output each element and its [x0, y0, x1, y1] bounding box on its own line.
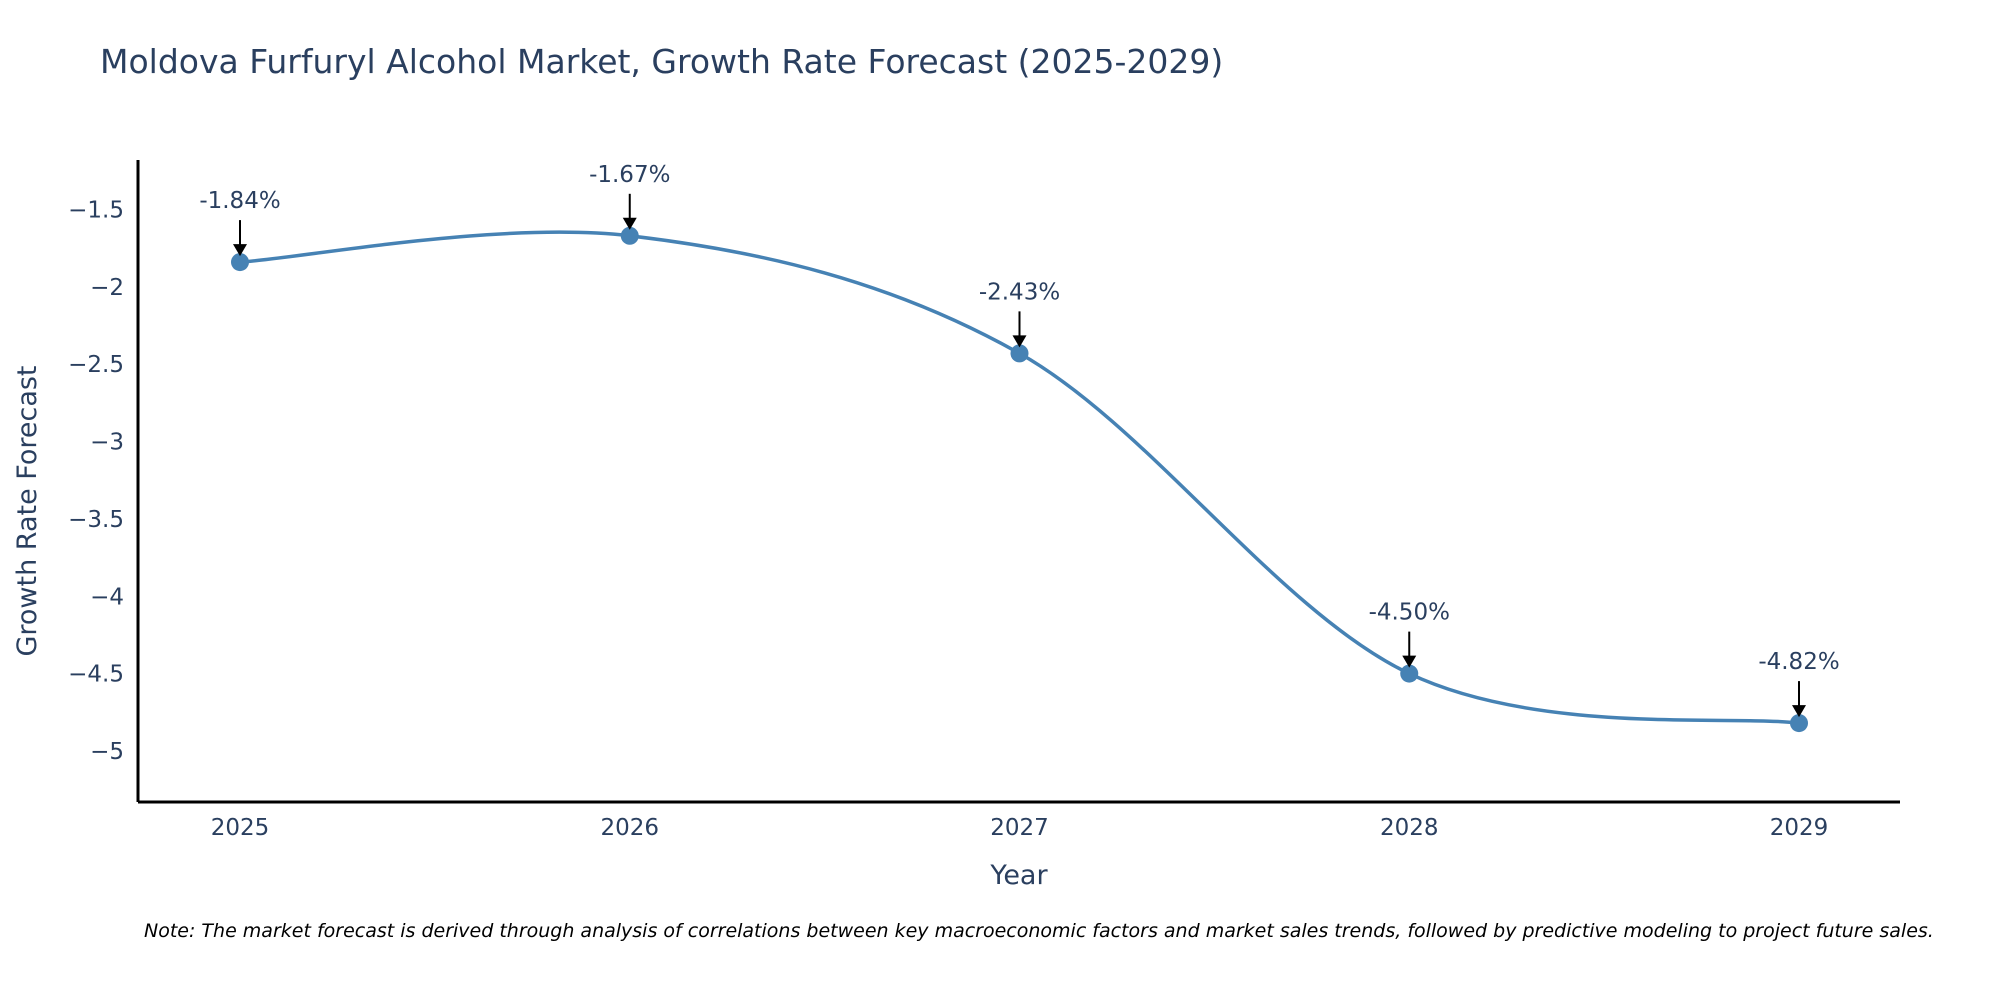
series-line	[239, 230, 1800, 725]
x-axis-title: Year	[989, 860, 1048, 891]
annotation-arrowhead	[1792, 705, 1806, 718]
annotation-arrowhead	[1012, 335, 1027, 348]
data-point[interactable]	[231, 253, 249, 272]
data-point[interactable]	[1010, 344, 1029, 363]
data-label: -1.84%	[199, 188, 280, 214]
footnote: Note: The market forecast is derived thr…	[144, 920, 1934, 942]
data-label: -4.82%	[1758, 649, 1839, 675]
x-tick-label: 2028	[1380, 815, 1439, 841]
x-tick-label: 2029	[1770, 815, 1829, 841]
y-tick-label: −3.5	[68, 507, 124, 533]
data-label: -2.43%	[979, 279, 1060, 305]
annotation-arrowhead	[622, 217, 637, 230]
data-label: -1.67%	[589, 162, 670, 188]
annotation-arrowhead	[233, 244, 247, 257]
y-tick-label: −2	[90, 275, 124, 301]
y-tick-label: −5	[90, 739, 124, 765]
y-tick-label: −2.5	[68, 352, 124, 378]
y-tick-label: −4	[90, 584, 124, 610]
data-point[interactable]	[1400, 664, 1419, 683]
y-axis-title: Growth Rate Forecast	[12, 365, 43, 656]
y-tick-label: −1.5	[68, 198, 124, 224]
y-tick-label: −4.5	[68, 662, 124, 688]
data-point[interactable]	[1790, 714, 1808, 733]
data-label: -4.50%	[1369, 600, 1450, 626]
x-tick-label: 2026	[600, 815, 659, 841]
x-tick-label: 2025	[211, 815, 270, 841]
y-tick-label: −3	[90, 430, 124, 456]
data-point[interactable]	[620, 226, 639, 245]
x-tick-label: 2027	[990, 815, 1049, 841]
annotation-arrowhead	[1402, 655, 1417, 668]
chart-title: Moldova Furfuryl Alcohol Market, Growth …	[100, 42, 1224, 81]
